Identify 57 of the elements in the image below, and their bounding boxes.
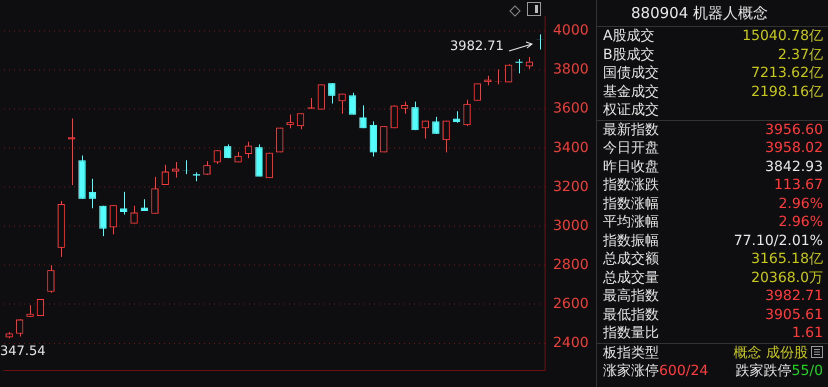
- candlestick: [504, 64, 512, 83]
- y-tick-label: 3800: [553, 62, 589, 78]
- text: 基金成交 2198.16亿: [603, 84, 823, 100]
- candlestick: [411, 101, 419, 131]
- text: 昨日收盘 3842.93: [603, 158, 823, 174]
- text: 国债成交 7213.62亿: [603, 65, 823, 81]
- y-tick-label: 3600: [553, 100, 589, 117]
- y-tick-label: 4000: [553, 22, 589, 39]
- text: 880904 机器人概念: [597, 0, 828, 27]
- candlestick: [432, 116, 440, 134]
- candlestick: [36, 298, 44, 316]
- candlestick: [442, 120, 450, 153]
- text: 指数涨跌 113.67: [603, 177, 823, 193]
- text: 总成交量 20368.0万: [603, 270, 823, 286]
- text: 板指类型 概念 成份股: [603, 344, 808, 360]
- text: 最低指数 3905.61: [603, 306, 823, 322]
- candlestick: [463, 99, 471, 127]
- candlestick: [172, 161, 180, 178]
- candlestick: [162, 164, 169, 186]
- y-tick-label: 3000: [553, 218, 589, 234]
- text: 今日开盘 3958.02: [603, 140, 823, 156]
- text: B股成交 2.37亿: [603, 46, 823, 62]
- text: 平均涨幅 2.96%: [603, 214, 823, 230]
- text: 权证成交: [603, 101, 659, 120]
- text: 指数振幅 77.10/2.01%: [603, 232, 823, 248]
- candlestick: [526, 56, 534, 70]
- candlestick: [16, 318, 24, 338]
- annotation: 347.54: [0, 344, 46, 359]
- y-tick-label: 3400: [553, 140, 589, 156]
- y-tick-label: 3200: [553, 178, 589, 195]
- y-tick-label: 2600: [553, 296, 589, 312]
- candlestick: [99, 205, 106, 237]
- candlestick: [110, 204, 117, 235]
- candlestick: [140, 198, 148, 212]
- candlestick: [68, 118, 76, 186]
- text: 涨家涨停600/24: [603, 363, 708, 379]
- candlestick: [452, 110, 460, 124]
- candlestick: [151, 176, 158, 214]
- text: 指数量比 1.61: [603, 325, 823, 341]
- candlestick: [348, 92, 356, 116]
- text: 最高指数 3982.71: [603, 288, 823, 304]
- text: 指数涨幅 2.96%: [603, 196, 823, 212]
- text: 跌家跌停55/0: [736, 363, 823, 379]
- candlestick: [47, 264, 54, 294]
- candlestick: [88, 178, 96, 209]
- text: 最新指数 3956.60: [603, 122, 823, 138]
- candlestick: [120, 191, 128, 216]
- candlestick: [484, 75, 492, 86]
- candlestick: [286, 114, 294, 129]
- y-tick-label: 2400: [553, 334, 589, 351]
- text: A股成交 15040.78亿: [603, 28, 823, 44]
- candlestick: [328, 82, 336, 104]
- candlestick: [390, 104, 398, 129]
- annotation: 3982.71: [450, 38, 504, 54]
- y-tick-label: 2800: [553, 256, 589, 273]
- candlestick: [296, 112, 304, 130]
- text: 总成交额 3165.18亿: [603, 251, 823, 267]
